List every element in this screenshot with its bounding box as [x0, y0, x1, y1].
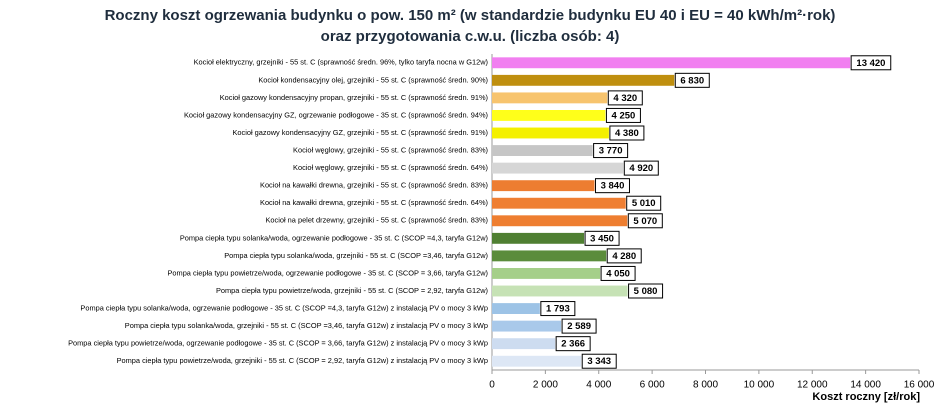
bar: [492, 355, 582, 367]
value-label: 4 050: [606, 268, 630, 279]
y-tick-label: Pompa ciepła typu solanka/woda, ogrzewan…: [80, 304, 488, 313]
x-axis-label: Koszt roczny [zł/rok]: [812, 391, 920, 403]
value-label: 2 366: [561, 339, 585, 350]
bar: [492, 74, 675, 86]
value-label-box: [594, 178, 630, 194]
y-tick-label: Pompa ciepła typu solanka/woda, ogrzewan…: [180, 233, 488, 242]
value-label-box: [555, 336, 591, 352]
value-label: 13 420: [856, 58, 885, 69]
y-tick-label: Pompa ciepła typu powietrze/woda, grzejn…: [216, 286, 488, 295]
value-label: 1 793: [546, 304, 570, 315]
bar: [492, 285, 628, 297]
bar: [492, 145, 593, 156]
value-label-box: [627, 213, 663, 229]
bar: [492, 268, 601, 279]
y-tick-label: Pompa ciepła typu powietrze/woda, ogrzew…: [68, 339, 488, 348]
value-label: 4 250: [612, 110, 636, 121]
y-tick-label: Kocioł gazowy kondensacyjny GZ, ogrzewan…: [184, 110, 488, 119]
value-label: 6 830: [680, 75, 704, 86]
x-tick-label: 6 000: [640, 380, 665, 391]
bar: [492, 180, 595, 192]
value-label: 3 770: [599, 146, 623, 157]
value-label-box: [607, 90, 643, 106]
value-label-box: [593, 143, 629, 159]
value-label: 5 070: [633, 216, 657, 227]
y-tick-label: Kocioł na pelet drzewny, grzejniki - 55 …: [266, 216, 489, 225]
y-tick-label: Kocioł kondensacyjny olej, grzejniki - 5…: [258, 75, 488, 84]
bar: [492, 57, 851, 69]
bar: [492, 110, 606, 121]
x-tick-label: 16 000: [904, 380, 935, 391]
x-tick-label: 10 000: [744, 380, 775, 391]
y-tick-label: Pompa ciepła typu powietrze/woda, ogrzew…: [168, 268, 489, 277]
x-tick-label: 8 000: [693, 380, 718, 391]
bar: [492, 197, 626, 209]
y-tick-label: Pompa ciepła typu solanka/woda, grzejnik…: [224, 251, 488, 260]
value-label-box: [605, 107, 641, 123]
value-label-box: [623, 160, 659, 176]
value-label-box: [600, 265, 636, 281]
value-label-box: [584, 230, 620, 246]
x-tick-label: 2 000: [533, 380, 558, 391]
chart-title: Roczny koszt ogrzewania budynku o pow. 1…: [105, 7, 836, 24]
y-tick-label: Kocioł na kawałki drewna, grzejniki - 55…: [260, 198, 488, 207]
bar: [492, 338, 556, 350]
value-label: 3 840: [601, 181, 625, 192]
value-label-box: [540, 301, 576, 317]
value-label-box: [581, 353, 617, 369]
value-label-box: [850, 55, 892, 71]
chart-subtitle: oraz przygotowania c.w.u. (liczba osób: …: [321, 28, 620, 45]
value-label: 5 080: [634, 286, 658, 297]
value-label-box: [626, 195, 662, 211]
y-tick-label: Pompa ciepła typu powietrze/woda, grzejn…: [117, 356, 488, 365]
bar: [492, 250, 607, 262]
value-label: 5 010: [632, 198, 656, 209]
value-label: 4 920: [629, 163, 653, 174]
value-label: 3 343: [587, 356, 611, 367]
y-tick-label: Kocioł gazowy kondensacyjny propan, grze…: [220, 93, 488, 102]
y-tick-label: Kocioł gazowy kondensacyjny GZ, grzejnik…: [233, 128, 489, 137]
value-label-box: [674, 72, 710, 88]
y-tick-label: Pompa ciepła typu solanka/woda, grzejnik…: [125, 321, 488, 330]
value-label: 4 320: [613, 93, 637, 104]
x-tick-label: 4 000: [586, 380, 611, 391]
bar: [492, 162, 624, 174]
y-tick-label: Kocioł na kawałki drewna, grzejniki - 55…: [260, 181, 488, 190]
bar: [492, 215, 628, 227]
x-tick-label: 14 000: [850, 380, 881, 391]
value-label: 2 589: [567, 321, 591, 332]
x-tick-label: 0: [489, 380, 495, 391]
y-tick-label: Kocioł węglowy, grzejniki - 55 st. C (sp…: [293, 146, 488, 155]
bar: [492, 232, 585, 244]
bar: [492, 303, 540, 314]
value-label-box: [561, 318, 597, 334]
bar: [492, 127, 609, 139]
bar: [492, 92, 608, 104]
bar: [492, 320, 562, 332]
value-label: 4 280: [612, 251, 636, 262]
value-label-box: [628, 283, 664, 299]
y-tick-label: Kocioł węglowy, grzejniki - 55 st. C (sp…: [293, 163, 488, 172]
value-label-box: [606, 248, 642, 264]
value-label: 3 450: [590, 233, 614, 244]
value-label-box: [609, 125, 645, 141]
value-label: 4 380: [615, 128, 639, 139]
x-tick-label: 12 000: [797, 380, 828, 391]
y-tick-label: Kocioł elektryczny, grzejniki - 55 st. C…: [194, 58, 488, 67]
